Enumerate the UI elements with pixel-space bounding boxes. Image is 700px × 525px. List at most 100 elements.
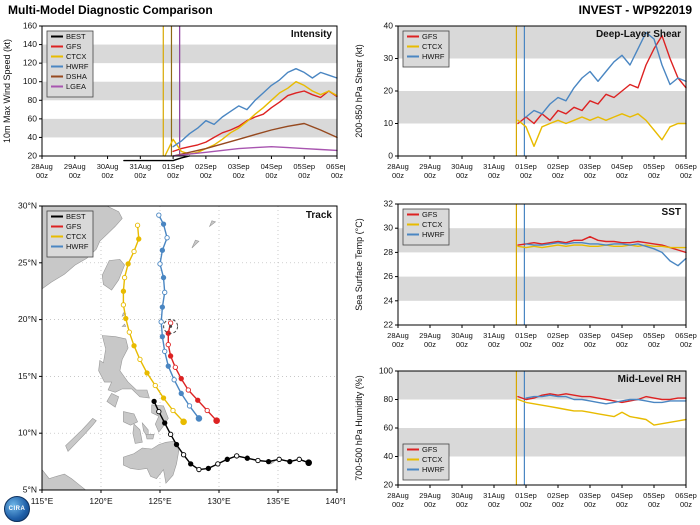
svg-text:00z: 00z bbox=[265, 171, 277, 180]
svg-text:01Sep: 01Sep bbox=[515, 491, 537, 500]
svg-text:40: 40 bbox=[384, 21, 394, 31]
svg-text:00z: 00z bbox=[102, 171, 114, 180]
svg-text:20°N: 20°N bbox=[18, 314, 37, 324]
svg-text:120°E: 120°E bbox=[89, 496, 113, 506]
svg-text:80: 80 bbox=[28, 95, 38, 105]
svg-text:00z: 00z bbox=[233, 171, 245, 180]
svg-text:24: 24 bbox=[384, 295, 394, 305]
svg-text:31Aug: 31Aug bbox=[483, 162, 505, 171]
svg-text:00z: 00z bbox=[584, 171, 596, 180]
track-map: 115°E 120°E 125°E 130°E 135°E 140°E 5°N 10°N 15°… bbox=[18, 201, 345, 507]
svg-text:26: 26 bbox=[384, 271, 394, 281]
svg-text:HWRF: HWRF bbox=[66, 62, 89, 71]
svg-text:00z: 00z bbox=[552, 171, 564, 180]
svg-text:00z: 00z bbox=[424, 500, 436, 509]
svg-text:SST: SST bbox=[662, 207, 681, 218]
figure-title: Multi-Model Diagnostic Comparison bbox=[8, 3, 213, 17]
svg-text:Sea Surface Temp (°C): Sea Surface Temp (°C) bbox=[354, 218, 364, 310]
svg-text:60: 60 bbox=[28, 113, 38, 123]
svg-text:5°N: 5°N bbox=[23, 485, 37, 495]
svg-text:00z: 00z bbox=[392, 500, 404, 509]
svg-text:00z: 00z bbox=[680, 171, 692, 180]
svg-text:01Sep: 01Sep bbox=[162, 162, 184, 171]
svg-text:00z: 00z bbox=[552, 340, 564, 349]
svg-text:05Sep: 05Sep bbox=[293, 162, 315, 171]
cira-logo-text: CIRA bbox=[8, 506, 26, 512]
svg-text:80: 80 bbox=[384, 394, 394, 404]
svg-text:29Aug: 29Aug bbox=[64, 162, 86, 171]
cira-logo: CIRA bbox=[4, 496, 48, 522]
svg-text:Deep-Layer Shear: Deep-Layer Shear bbox=[596, 29, 681, 40]
svg-text:00z: 00z bbox=[616, 171, 628, 180]
svg-text:HWRF: HWRF bbox=[66, 242, 89, 251]
svg-text:01Sep: 01Sep bbox=[515, 162, 537, 171]
svg-text:GFS: GFS bbox=[66, 222, 81, 231]
svg-text:20: 20 bbox=[28, 151, 38, 161]
svg-text:28Aug: 28Aug bbox=[387, 331, 409, 340]
svg-text:DSHA: DSHA bbox=[66, 72, 87, 81]
svg-text:00z: 00z bbox=[616, 500, 628, 509]
svg-text:00z: 00z bbox=[488, 500, 500, 509]
svg-text:06Sep: 06Sep bbox=[675, 331, 697, 340]
cira-globe-icon: CIRA bbox=[4, 496, 30, 522]
svg-text:00z: 00z bbox=[69, 171, 81, 180]
svg-text:30Aug: 30Aug bbox=[451, 162, 473, 171]
svg-text:700-500 hPa Humidity (%): 700-500 hPa Humidity (%) bbox=[354, 375, 364, 481]
svg-text:125°E: 125°E bbox=[148, 496, 172, 506]
svg-text:30°N: 30°N bbox=[18, 201, 37, 211]
svg-text:0: 0 bbox=[388, 151, 393, 161]
svg-text:00z: 00z bbox=[167, 171, 179, 180]
svg-text:04Sep: 04Sep bbox=[611, 491, 633, 500]
svg-text:29Aug: 29Aug bbox=[419, 162, 441, 171]
svg-text:32: 32 bbox=[384, 199, 394, 209]
svg-text:03Sep: 03Sep bbox=[228, 162, 250, 171]
svg-text:03Sep: 03Sep bbox=[579, 491, 601, 500]
svg-text:CTCX: CTCX bbox=[66, 232, 86, 241]
rh-chart: 2040608010028Aug00z29Aug00z30Aug00z31Aug… bbox=[354, 366, 697, 510]
svg-text:28Aug: 28Aug bbox=[387, 162, 409, 171]
svg-text:31Aug: 31Aug bbox=[483, 491, 505, 500]
svg-text:Intensity: Intensity bbox=[291, 29, 333, 40]
svg-text:30Aug: 30Aug bbox=[451, 331, 473, 340]
svg-text:Mid-Level RH: Mid-Level RH bbox=[618, 374, 681, 385]
svg-text:31Aug: 31Aug bbox=[483, 331, 505, 340]
svg-text:00z: 00z bbox=[520, 500, 532, 509]
svg-text:00z: 00z bbox=[520, 340, 532, 349]
svg-text:200-850 hPa Shear (kt): 200-850 hPa Shear (kt) bbox=[354, 44, 364, 138]
svg-text:160: 160 bbox=[23, 21, 37, 31]
svg-text:04Sep: 04Sep bbox=[261, 162, 283, 171]
sst-chart: 22242628303228Aug00z29Aug00z30Aug00z31Au… bbox=[354, 199, 697, 350]
svg-text:02Sep: 02Sep bbox=[195, 162, 217, 171]
svg-text:00z: 00z bbox=[298, 171, 310, 180]
svg-text:40: 40 bbox=[28, 132, 38, 142]
svg-text:140°E: 140°E bbox=[325, 496, 345, 506]
svg-text:05Sep: 05Sep bbox=[643, 491, 665, 500]
svg-text:30Aug: 30Aug bbox=[97, 162, 119, 171]
svg-text:00z: 00z bbox=[584, 500, 596, 509]
svg-text:00z: 00z bbox=[680, 340, 692, 349]
svg-text:BEST: BEST bbox=[66, 32, 86, 41]
svg-text:00z: 00z bbox=[424, 171, 436, 180]
svg-text:Track: Track bbox=[306, 210, 333, 221]
svg-text:HWRF: HWRF bbox=[422, 465, 445, 474]
svg-text:00z: 00z bbox=[456, 500, 468, 509]
svg-text:100: 100 bbox=[23, 76, 37, 86]
svg-text:28Aug: 28Aug bbox=[31, 162, 53, 171]
svg-text:25°N: 25°N bbox=[18, 257, 37, 267]
svg-text:10m Max Wind Speed (kt): 10m Max Wind Speed (kt) bbox=[2, 39, 12, 143]
svg-text:00z: 00z bbox=[520, 171, 532, 180]
svg-text:140: 140 bbox=[23, 39, 37, 49]
svg-text:28: 28 bbox=[384, 247, 394, 257]
svg-text:CTCX: CTCX bbox=[422, 220, 442, 229]
figure-subtitle: INVEST - WP922019 bbox=[578, 3, 692, 17]
svg-text:00z: 00z bbox=[456, 340, 468, 349]
svg-text:GFS: GFS bbox=[422, 445, 437, 454]
svg-text:120: 120 bbox=[23, 58, 37, 68]
svg-text:GFS: GFS bbox=[422, 32, 437, 41]
svg-text:06Sep: 06Sep bbox=[675, 491, 697, 500]
svg-text:00z: 00z bbox=[456, 171, 468, 180]
svg-text:03Sep: 03Sep bbox=[579, 331, 601, 340]
svg-text:00z: 00z bbox=[488, 340, 500, 349]
svg-text:03Sep: 03Sep bbox=[579, 162, 601, 171]
